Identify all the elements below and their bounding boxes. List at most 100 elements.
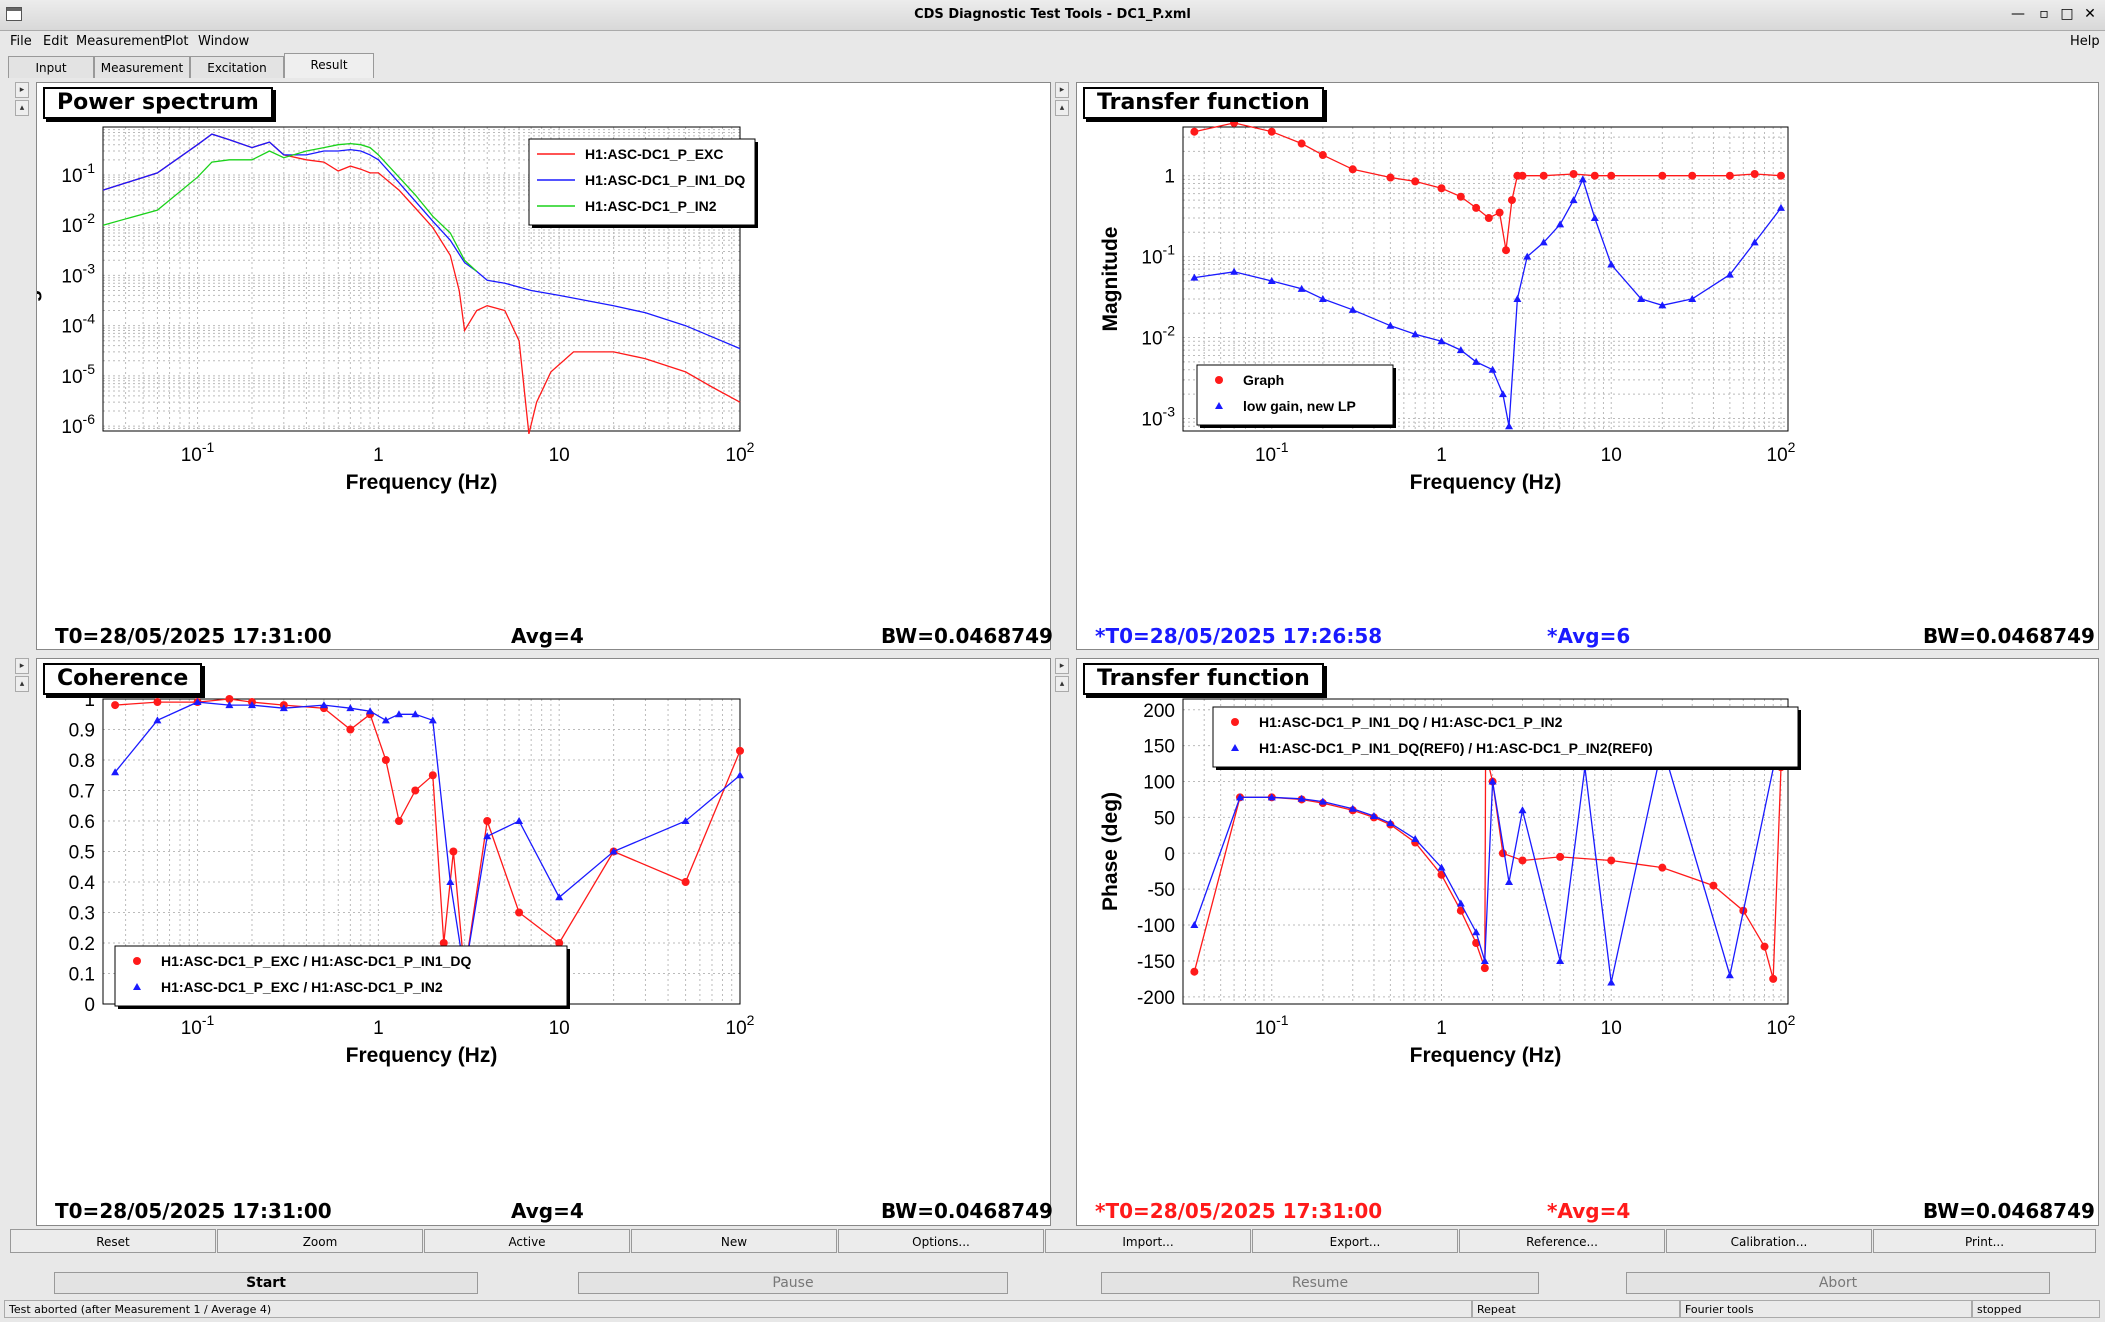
data-point (1267, 793, 1276, 801)
data-point (1190, 967, 1199, 976)
transfer-function-phase-panel[interactable]: 10-1 1 10 102 200 150 100 50 0 -50 -100 -150 -200 Fre… (1076, 658, 2099, 1226)
tab-measurement[interactable]: Measurement (94, 56, 190, 78)
status-mode: Repeat (1472, 1300, 1680, 1318)
series-line (102, 142, 478, 272)
menu-measurement[interactable]: Measurement (76, 34, 166, 49)
options-button[interactable]: Options... (838, 1229, 1044, 1253)
y-tick-label: 0.4 (69, 873, 96, 894)
data-point (446, 878, 455, 885)
data-point (681, 878, 690, 886)
x-tick-label: 10-1 (181, 439, 215, 466)
y-tick-label: 0.8 (69, 751, 95, 772)
panel-title: Transfer function (1083, 87, 1324, 119)
data-point (1725, 171, 1734, 180)
window-icon (6, 7, 22, 21)
x-tick-label: 10-1 (1255, 1012, 1289, 1039)
reference-button[interactable]: Reference... (1459, 1229, 1665, 1253)
reset-button[interactable]: Reset (10, 1229, 216, 1253)
tab-excitation[interactable]: Excitation (190, 56, 284, 78)
panel-1-arrows[interactable]: ▸ ▴ (15, 82, 29, 118)
menu-window[interactable]: Window (198, 34, 250, 49)
menu-plot[interactable]: Plot (164, 34, 189, 49)
x-tick-label: 1 (1436, 445, 1447, 466)
transfer-phase-chart: 10-1 1 10 102 200 150 100 50 0 -50 -100 -150 -200 Fre… (1099, 698, 1801, 1067)
data-point (1297, 139, 1306, 148)
new-button[interactable]: New (631, 1229, 837, 1253)
x-tick-label: 1 (373, 1018, 384, 1039)
data-point (515, 908, 524, 917)
data-point (428, 771, 437, 780)
series-line (1193, 752, 1782, 980)
coherence-panel[interactable]: 10-1 1 10 102 0 0.1 0.2 0.3 0.4 0.5 0.6 0.7 0.8 0.9 1 F… (36, 658, 1053, 1226)
panel-3-arrows[interactable]: ▸ ▴ (15, 658, 29, 694)
export-button[interactable]: Export... (1252, 1229, 1458, 1253)
maximize-icon[interactable]: □ (2060, 6, 2074, 22)
data-point (1769, 974, 1778, 983)
avg-label: *Avg=4 (1547, 1199, 1631, 1223)
legend-label: H1:ASC-DC1_P_IN1_DQ / H1:ASC-DC1_P_IN2 (1259, 714, 1563, 730)
power-spectrum-panel[interactable]: 10-1 1 10 102 10-1 10-2 10-3 10-4 10-5 10-6 Freque… (36, 82, 1053, 650)
data-point (1518, 171, 1527, 180)
start-button[interactable]: Start (54, 1272, 478, 1294)
legend-box (1196, 364, 1394, 426)
panel-2-arrows[interactable]: ▸ ▴ (1055, 82, 1069, 118)
zoom-button[interactable]: Zoom (217, 1229, 423, 1253)
menu-help[interactable]: Help (2070, 34, 2100, 49)
data-point (1750, 170, 1759, 179)
status-state: stopped (1972, 1300, 2100, 1318)
y-tick-label: 0.3 (69, 904, 95, 925)
data-point (1386, 173, 1395, 182)
import-button[interactable]: Import... (1045, 1229, 1251, 1253)
power-spectrum-chart: 10-1 1 10 102 10-1 10-2 10-3 10-4 10-5 10-6 Freque… (37, 126, 758, 494)
series-line (102, 133, 741, 350)
legend-marker (1231, 718, 1239, 726)
menu-edit[interactable]: Edit (43, 34, 69, 49)
calibration-button[interactable]: Calibration... (1666, 1229, 1872, 1253)
data-point (1658, 863, 1667, 872)
data-point (1658, 301, 1667, 309)
active-button[interactable]: Active (424, 1229, 630, 1253)
y-axis-label: Magnitude (37, 227, 42, 332)
data-point (1456, 192, 1465, 201)
data-point (1776, 171, 1785, 180)
avg-label: Avg=4 (511, 624, 584, 648)
data-point (736, 771, 744, 779)
data-point (1556, 852, 1565, 861)
y-axis-label: Magnitude (1099, 227, 1122, 332)
legend-label: H1:ASC-DC1_P_EXC / H1:ASC-DC1_P_IN1_DQ (161, 953, 472, 969)
transfer-function-magnitude-panel[interactable]: 10-1 1 10 102 1 10-1 10-2 10-3 Frequency (Hz) Mag… (1076, 82, 2099, 650)
close-icon[interactable]: ✕ (2084, 6, 2096, 22)
data-point (1637, 294, 1646, 302)
tab-result[interactable]: Result (284, 53, 374, 78)
restore-icon[interactable]: ▫ (2039, 6, 2049, 22)
data-point (1318, 797, 1327, 805)
y-tick-label: 0.2 (69, 934, 95, 955)
data-point (1190, 273, 1199, 281)
data-point (1472, 357, 1481, 365)
minimize-icon[interactable]: — (2011, 6, 2025, 22)
tab-input[interactable]: Input (8, 56, 94, 78)
abort-button[interactable]: Abort (1626, 1272, 2050, 1294)
pause-button[interactable]: Pause (578, 1272, 1008, 1294)
data-point (1267, 276, 1276, 284)
data-point (1607, 260, 1616, 268)
menu-file[interactable]: File (10, 34, 32, 49)
resume-button[interactable]: Resume (1101, 1272, 1539, 1294)
y-tick-label: 1 (84, 690, 95, 711)
data-point (153, 698, 162, 707)
data-point (1348, 305, 1357, 313)
panel-4-arrows[interactable]: ▸ ▴ (1055, 658, 1069, 694)
legend-label: low gain, new LP (1243, 398, 1356, 414)
t0-label: T0=28/05/2025 17:31:00 (55, 1199, 332, 1223)
y-tick-label: 0.9 (69, 721, 95, 742)
data-point (1437, 184, 1446, 193)
print-button[interactable]: Print... (1873, 1229, 2096, 1253)
y-tick-label: 10-1 (61, 160, 95, 187)
data-point (1750, 238, 1759, 246)
transfer-magnitude-chart: 10-1 1 10 102 1 10-1 10-2 10-3 Frequency (Hz) Mag… (1099, 118, 1796, 494)
data-point (428, 716, 437, 724)
y-tick-label: 10-4 (61, 311, 95, 338)
bw-label: BW=0.0468749 (1923, 624, 2095, 648)
data-point (1411, 834, 1420, 842)
y-axis-label: Coherence (37, 797, 42, 906)
